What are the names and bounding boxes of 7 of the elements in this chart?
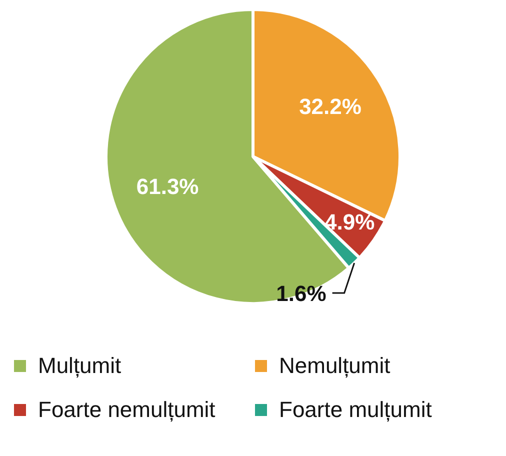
legend-label: Foarte mulțumit — [279, 397, 432, 423]
legend-label: Foarte nemulțumit — [38, 397, 216, 423]
data-label: 32.2% — [299, 94, 362, 120]
legend-label: Mulțumit — [38, 353, 122, 379]
legend-label: Nemulțumit — [279, 353, 390, 379]
data-label: 4.9% — [324, 210, 375, 235]
data-label: 61.3% — [136, 174, 199, 200]
